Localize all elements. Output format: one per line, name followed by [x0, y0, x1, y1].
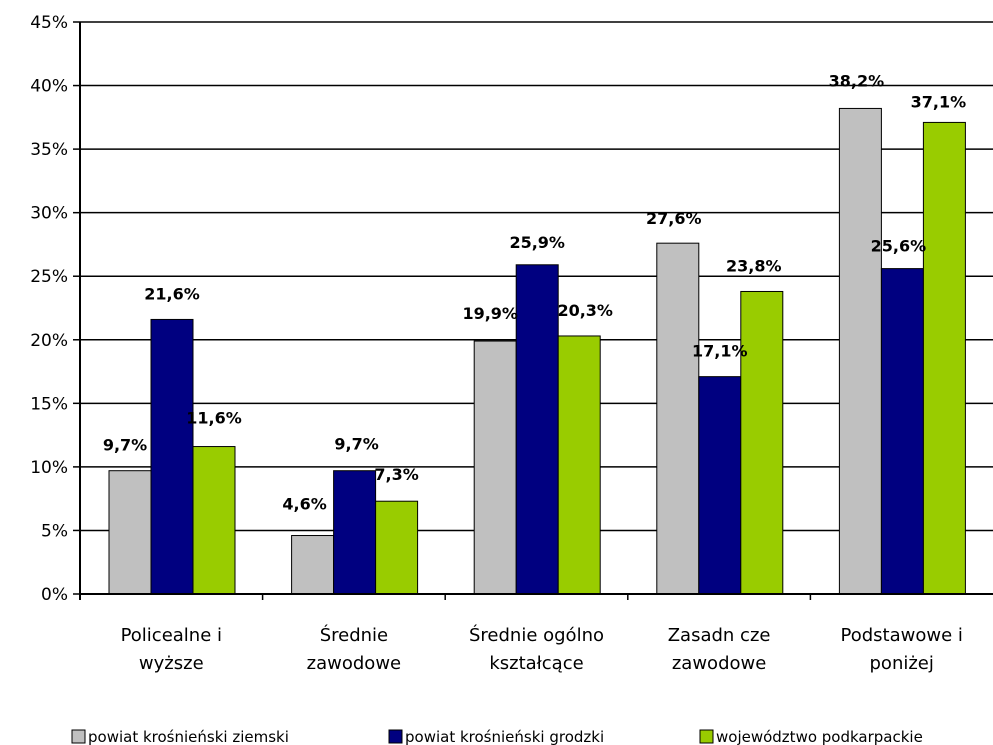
bar [473, 340, 517, 595]
legend-swatch [699, 729, 714, 744]
data-label: 25,6% [871, 237, 927, 256]
legend-label: powiat krośnieński ziemski [88, 728, 289, 745]
data-label: 9,7% [103, 436, 147, 455]
bar [880, 268, 924, 595]
data-label: 38,2% [829, 71, 885, 90]
legend-swatch [71, 729, 86, 744]
x-category-label: poniżej [870, 653, 934, 674]
bar [108, 470, 152, 595]
data-label: 27,6% [646, 209, 702, 228]
y-tick-label: 40% [30, 77, 68, 97]
bar [656, 242, 700, 595]
bars [108, 107, 966, 595]
x-category-label: Średnie [320, 624, 388, 646]
y-tick-label: 30% [30, 204, 68, 224]
y-tick-label: 35% [30, 140, 68, 160]
data-label: 9,7% [334, 435, 378, 454]
x-category-label: zawodowe [672, 653, 766, 674]
bar [838, 107, 882, 595]
bar [698, 376, 742, 595]
x-category-label: wyższe [139, 653, 204, 674]
x-category-label: kształcące [489, 653, 583, 674]
bar [291, 535, 335, 595]
x-category-label: Średnie ogólno [469, 624, 604, 646]
y-tick-label: 5% [41, 521, 68, 541]
x-category-label: Policealne i [121, 625, 222, 646]
legend-label: województwo podkarpackie [716, 728, 923, 745]
x-category-label: Podstawowe i [841, 625, 963, 646]
axes [73, 21, 993, 600]
bar [150, 318, 194, 595]
bar [922, 121, 966, 595]
legend-label: powiat krośnieński grodzki [405, 728, 604, 745]
data-labels: 9,7% 21,6% 11,6% 4,6% 9,7% 7,3% 19,9% 25,9% 20,3… [103, 71, 966, 513]
data-label: 25,9% [509, 233, 565, 252]
bar [375, 500, 419, 595]
x-category-labels: Policealne i wyższe Średnie zawodowe Średnie… [121, 624, 963, 674]
legend: powiat krośnieński ziemski powiat krośnie… [71, 728, 923, 745]
data-label: 4,6% [282, 495, 326, 514]
data-label: 7,3% [374, 465, 418, 484]
bar [515, 264, 559, 595]
y-tick-labels: 0% 5% 10% 15% 20% 25% 30% 35% 40% 45% [30, 13, 68, 605]
data-label: 23,8% [726, 256, 782, 275]
data-label: 19,9% [462, 304, 518, 323]
bar [192, 446, 236, 595]
data-label: 20,3% [557, 301, 613, 320]
data-label: 21,6% [144, 284, 200, 303]
bar [740, 290, 784, 595]
x-category-label: Zasadn cze [668, 625, 771, 646]
data-label: 11,6% [186, 409, 242, 428]
x-category-label: zawodowe [307, 653, 401, 674]
data-label: 37,1% [911, 92, 967, 111]
data-label: 17,1% [692, 342, 748, 361]
legend-swatch [388, 729, 403, 744]
y-tick-label: 25% [30, 267, 68, 287]
y-tick-label: 0% [41, 585, 68, 605]
y-tick-label: 45% [30, 13, 68, 33]
bar [557, 335, 601, 595]
y-tick-label: 20% [30, 331, 68, 351]
y-tick-label: 10% [30, 458, 68, 478]
bar [333, 470, 377, 595]
y-tick-label: 15% [30, 394, 68, 414]
